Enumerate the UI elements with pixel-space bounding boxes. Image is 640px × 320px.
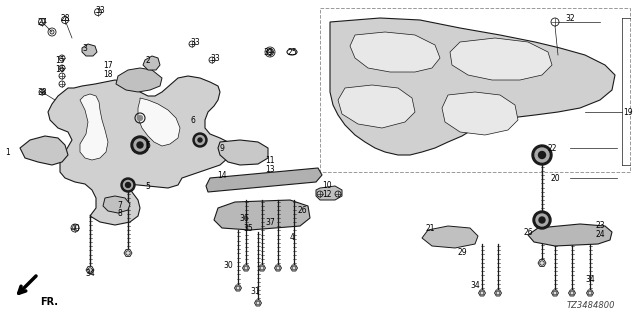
Text: 7: 7 (118, 201, 122, 210)
Polygon shape (442, 92, 518, 135)
Text: 33: 33 (95, 5, 105, 14)
Text: 38: 38 (37, 87, 47, 97)
Polygon shape (275, 265, 282, 271)
Text: 1: 1 (6, 148, 10, 156)
Text: 8: 8 (118, 209, 122, 218)
Text: 26: 26 (523, 228, 533, 236)
Text: FR.: FR. (40, 297, 58, 307)
Polygon shape (586, 290, 593, 296)
Text: 29: 29 (457, 247, 467, 257)
Text: 33: 33 (210, 53, 220, 62)
Text: 40: 40 (70, 223, 80, 233)
Text: 5: 5 (145, 181, 150, 190)
Circle shape (131, 136, 149, 154)
Polygon shape (528, 224, 612, 246)
Polygon shape (552, 290, 559, 296)
Circle shape (198, 138, 202, 142)
Text: 39: 39 (263, 47, 273, 57)
Polygon shape (538, 260, 546, 267)
Text: 14: 14 (217, 171, 227, 180)
Text: 28: 28 (60, 13, 70, 22)
Polygon shape (48, 76, 232, 225)
Text: 11: 11 (265, 156, 275, 164)
Circle shape (536, 214, 548, 226)
Text: 21: 21 (425, 223, 435, 233)
Text: 36: 36 (239, 213, 249, 222)
Circle shape (193, 133, 207, 147)
Text: 24: 24 (595, 229, 605, 238)
Text: 3: 3 (83, 44, 88, 52)
Polygon shape (495, 290, 502, 296)
Text: 2: 2 (146, 55, 150, 65)
Text: 34: 34 (85, 268, 95, 277)
Text: 35: 35 (243, 223, 253, 233)
Polygon shape (291, 265, 298, 271)
Circle shape (535, 148, 549, 162)
Text: 32: 32 (565, 13, 575, 22)
Circle shape (124, 180, 132, 189)
Text: 13: 13 (265, 164, 275, 173)
Text: 15: 15 (55, 55, 65, 65)
Text: 10: 10 (322, 180, 332, 189)
Circle shape (125, 182, 131, 188)
Circle shape (195, 135, 205, 145)
Polygon shape (143, 56, 160, 70)
Text: 19: 19 (623, 108, 633, 116)
Text: 16: 16 (55, 65, 65, 74)
Circle shape (532, 145, 552, 165)
Text: 9: 9 (220, 143, 225, 153)
Polygon shape (218, 140, 268, 165)
Text: 26: 26 (297, 205, 307, 214)
Polygon shape (103, 196, 130, 213)
Polygon shape (214, 200, 310, 230)
Text: 12: 12 (323, 189, 332, 198)
Polygon shape (330, 18, 615, 155)
Text: 25: 25 (287, 47, 297, 57)
Text: 4: 4 (289, 233, 294, 242)
Polygon shape (568, 290, 575, 296)
Polygon shape (20, 136, 68, 165)
Polygon shape (479, 290, 486, 296)
Text: 6: 6 (191, 116, 195, 124)
Text: 33: 33 (190, 37, 200, 46)
Text: 27: 27 (37, 18, 47, 27)
Circle shape (538, 151, 545, 158)
Text: 37: 37 (265, 218, 275, 227)
Text: 31: 31 (250, 287, 260, 297)
Text: 17: 17 (103, 60, 113, 69)
Polygon shape (138, 98, 180, 146)
Polygon shape (259, 265, 266, 271)
Circle shape (121, 178, 135, 192)
Circle shape (137, 142, 143, 148)
Bar (320, 8, 630, 172)
Polygon shape (316, 186, 342, 200)
Polygon shape (124, 250, 132, 256)
Polygon shape (86, 267, 94, 274)
Text: 23: 23 (595, 220, 605, 229)
Text: TZ3484800: TZ3484800 (566, 301, 615, 310)
Polygon shape (82, 44, 97, 56)
Polygon shape (350, 32, 440, 72)
Polygon shape (80, 94, 108, 160)
Polygon shape (206, 168, 322, 192)
Polygon shape (234, 285, 241, 291)
Polygon shape (116, 68, 162, 92)
Text: 22: 22 (547, 143, 557, 153)
Polygon shape (422, 226, 478, 248)
Text: 18: 18 (103, 69, 113, 78)
Circle shape (138, 116, 143, 121)
Polygon shape (255, 300, 262, 306)
Circle shape (533, 211, 551, 229)
Text: 6: 6 (145, 140, 150, 149)
Circle shape (539, 217, 545, 223)
Text: 20: 20 (550, 173, 560, 182)
Text: 34: 34 (470, 281, 480, 290)
Polygon shape (450, 38, 552, 80)
Polygon shape (243, 265, 250, 271)
Circle shape (134, 139, 146, 151)
Text: 34: 34 (585, 276, 595, 284)
Polygon shape (338, 85, 415, 128)
Text: 30: 30 (223, 260, 233, 269)
